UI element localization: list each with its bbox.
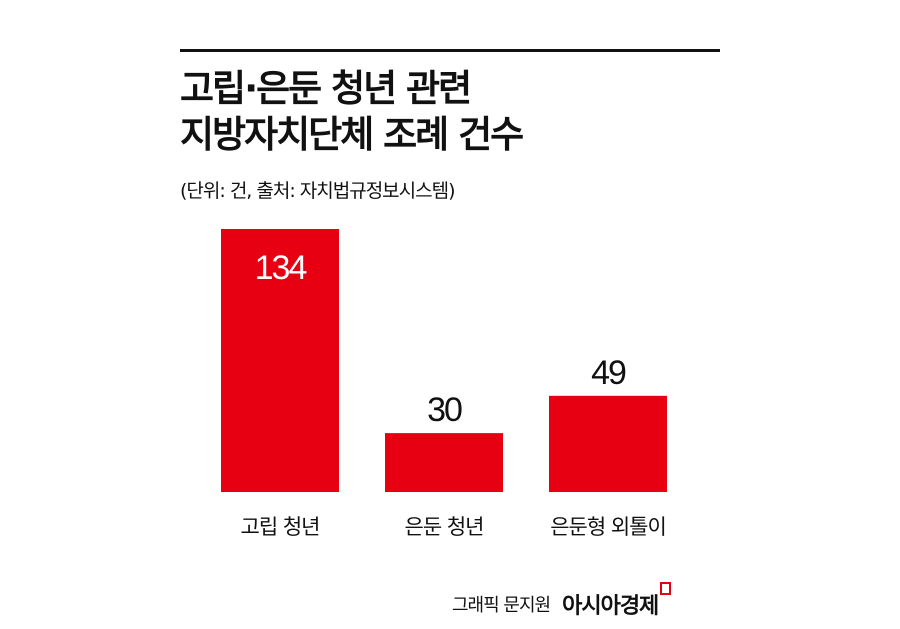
bar-2 bbox=[549, 395, 667, 492]
category-label-0: 고립 청년 bbox=[241, 515, 320, 539]
bar-0 bbox=[221, 229, 339, 492]
bar-1 bbox=[385, 433, 503, 492]
brand-logo: 아시아경제 bbox=[562, 582, 672, 620]
footer-credit: 그래픽 문지원 아시아경제 bbox=[452, 582, 672, 620]
data-label-0: 134 bbox=[255, 249, 307, 287]
chart-title: 고립·은둔 청년 관련 지방자치단체 조례 건수 bbox=[180, 66, 524, 158]
chart-title-line-1: 고립·은둔 청년 관련 bbox=[180, 67, 472, 110]
chart-subtitle: (단위: 건, 출처: 자치법규정보시스템) bbox=[180, 180, 456, 202]
category-label-2: 은둔형 외톨이 bbox=[550, 515, 666, 539]
title-rule bbox=[180, 49, 720, 52]
data-label-2: 49 bbox=[591, 354, 626, 392]
chart-title-line-2: 지방자치단체 조례 건수 bbox=[180, 113, 524, 156]
graphic-credit: 그래픽 문지원 bbox=[452, 595, 551, 616]
brand-name: 아시아경제 bbox=[562, 594, 659, 619]
category-label-1: 은둔 청년 bbox=[405, 515, 484, 539]
data-label-1: 30 bbox=[427, 391, 462, 429]
brand-mark-icon bbox=[660, 582, 672, 595]
